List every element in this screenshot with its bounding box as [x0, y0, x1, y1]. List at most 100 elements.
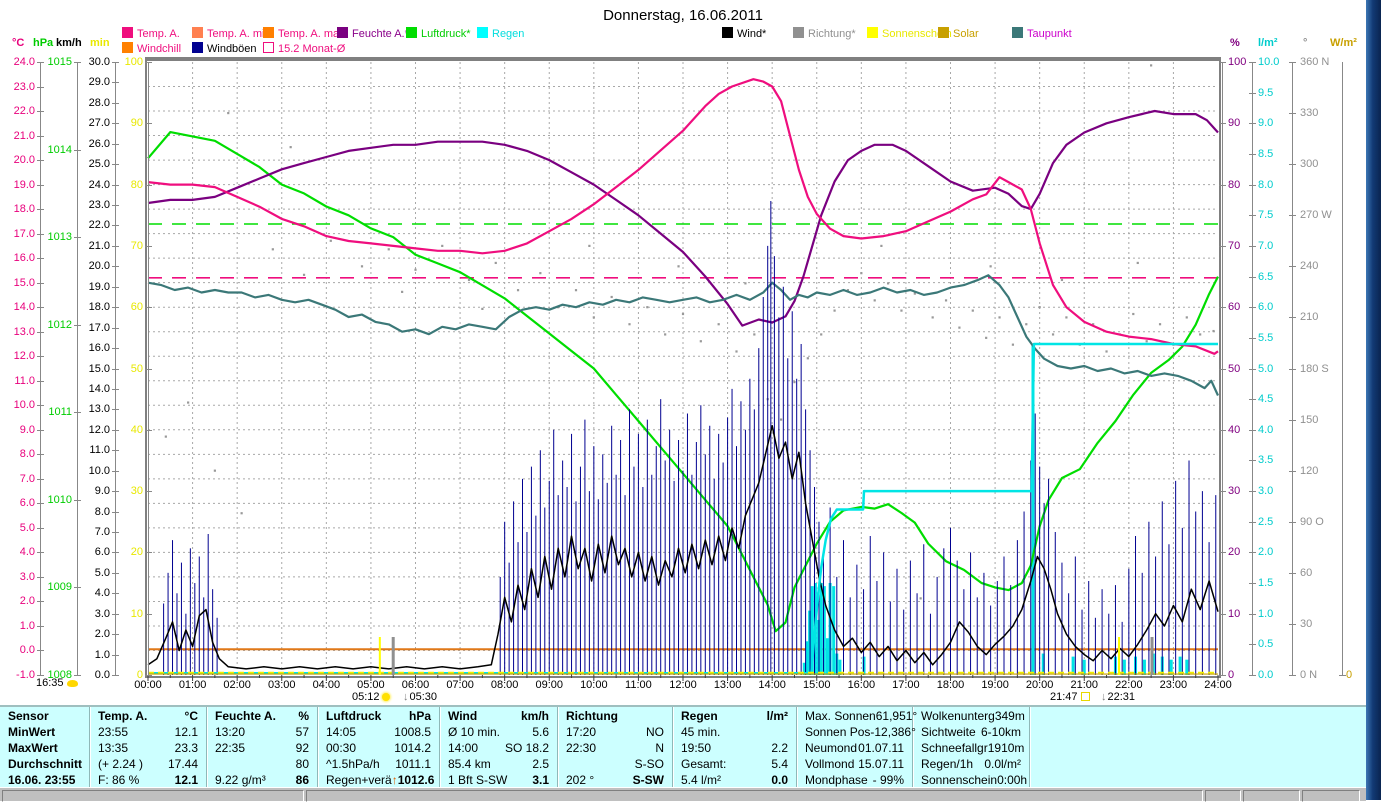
- legend-swatch-icon: [477, 27, 488, 38]
- cell-label: F: 86 %: [98, 773, 140, 787]
- kmh-tick-label: 16.0: [88, 342, 110, 355]
- legend-swatch-icon: [793, 27, 804, 38]
- axis-tick: [1249, 368, 1256, 370]
- kmh-tick-label: 3.0: [94, 607, 110, 620]
- pct-tick-label: 90: [1228, 117, 1241, 130]
- axis-tick: [1289, 521, 1296, 523]
- direction-dot: [806, 357, 809, 360]
- event-time-label: 22:31: [1107, 691, 1136, 703]
- x-tick-label: 05:00: [357, 679, 385, 691]
- axis-tick: [1289, 419, 1296, 421]
- temp-tick-label: 12.0: [13, 350, 35, 363]
- legend-label: Taupunkt: [1027, 28, 1072, 40]
- table-row: 22:35 92: [215, 740, 309, 756]
- kmh-tick-label: 18.0: [88, 301, 110, 314]
- kmh-tick-label: 13.0: [88, 403, 110, 416]
- axis-tick: [37, 429, 44, 431]
- x-tick-label: 08:00: [490, 679, 519, 691]
- axis-tick: [112, 409, 119, 411]
- dusk-time: ↓22:31: [1100, 691, 1135, 703]
- axis-tick: [1289, 215, 1296, 217]
- x-tick-label: 18:00: [936, 679, 965, 691]
- deg-tick-label: 30: [1300, 617, 1313, 630]
- kmh-tick-label: 9.0: [94, 485, 110, 498]
- cell-label: 45 min.: [681, 725, 721, 739]
- table-row: Neumond 01.07.11: [805, 740, 904, 756]
- axis-tick: [37, 184, 44, 186]
- table-row: Feuchte A.%: [215, 708, 309, 724]
- axis-tick: [1249, 429, 1256, 431]
- direction-dot: [1132, 312, 1135, 316]
- table-row: 23:55 12.1: [98, 724, 198, 740]
- legend-label: Richtung*: [808, 28, 856, 40]
- table-row: Max. Sonnen 61,951°: [805, 708, 917, 724]
- cell-value: - 99%: [872, 773, 904, 787]
- axis-tick: [37, 478, 44, 480]
- cell-value: -12,386°: [870, 725, 916, 739]
- axis-tick: [1219, 123, 1226, 125]
- axis-tick: [1249, 521, 1256, 523]
- axis-tick: [37, 86, 44, 88]
- cell-value: l/m²: [766, 709, 788, 723]
- table-row: Durchschnitt: [8, 756, 82, 772]
- direction-dot: [387, 248, 390, 251]
- direction-dot: [913, 292, 916, 295]
- page-title: Donnerstag, 16.06.2011: [603, 7, 763, 24]
- direction-dot: [329, 239, 332, 242]
- axis-tick: [145, 62, 152, 63]
- moon-icon: [66, 680, 78, 687]
- axis-tick: [37, 454, 44, 456]
- minutes-tick-label: 90: [130, 117, 143, 130]
- legend-label: Regen: [492, 28, 525, 40]
- temp-tick-label: 24.0: [13, 56, 35, 68]
- cell-label: Wind: [448, 709, 478, 723]
- hpa-tick-label: 1009: [47, 581, 72, 594]
- cell-value: 5.4: [771, 757, 788, 771]
- axis-tick: [112, 143, 119, 145]
- pressure-up-arrow-icon: ↑: [391, 773, 398, 787]
- cell-label: Sonnenschein: [921, 773, 998, 787]
- cell-value: 2.5: [532, 757, 549, 771]
- cell-label: ^1.5hPa/h: [326, 757, 380, 771]
- moonrise-time: 16:35: [36, 677, 81, 689]
- x-tick-label: 00:00: [134, 679, 162, 691]
- direction-dot: [931, 316, 934, 319]
- x-tick-label: 19:00: [981, 679, 1009, 691]
- series-temp: [147, 78, 1219, 355]
- pct-tick-label: 50: [1228, 362, 1241, 375]
- direction-dot: [1051, 333, 1055, 336]
- direction-dot: [401, 290, 404, 293]
- table-row: 16.06. 23:55: [8, 772, 81, 788]
- cell-label: Regen/1h: [921, 757, 974, 771]
- table-row: 13:20 57: [215, 724, 309, 740]
- temp-tick-label: 13.0: [13, 325, 35, 338]
- table-row: Regen/1h 0.0l/m²: [921, 756, 1021, 772]
- lm2-tick-label: 8.0: [1258, 178, 1274, 191]
- kmh-tick-label: 6.0: [94, 546, 110, 559]
- minutes-tick-label: 10: [130, 607, 143, 620]
- direction-dot: [677, 265, 680, 268]
- temp-tick-label: 0.0: [19, 644, 35, 657]
- x-tick-label: 04:00: [312, 679, 341, 691]
- event-time-label: 16:35: [36, 677, 64, 689]
- legend-swatch-icon: [722, 27, 733, 38]
- direction-dot: [1212, 329, 1215, 333]
- legend-item-regen: Regen: [477, 27, 525, 40]
- deg-tick-label: 120: [1300, 464, 1319, 477]
- axis-tick: [37, 135, 44, 137]
- axis-tick: [145, 613, 152, 615]
- axis-tick: [112, 429, 119, 431]
- axis-tick: [74, 412, 81, 414]
- cell-value: %: [298, 709, 309, 723]
- table-row: Sonnenschein 0:00h: [921, 772, 1027, 788]
- lm2-tick-label: 2.0: [1258, 546, 1274, 559]
- x-tick-label: 07:00: [446, 679, 474, 691]
- table-row: Luftdruck hPa: [326, 708, 431, 724]
- table-column-sensor: Sensor MinWert MaxWert Durchschnitt 16.06. 2…: [0, 707, 90, 789]
- axis-tick: [145, 123, 152, 125]
- legend-label: Sonnenschein: [882, 28, 952, 40]
- table-row: Mondphase - 99%: [805, 772, 904, 788]
- x-tick-label: 20:00: [1025, 679, 1054, 691]
- series-regen-summe: [148, 342, 1218, 675]
